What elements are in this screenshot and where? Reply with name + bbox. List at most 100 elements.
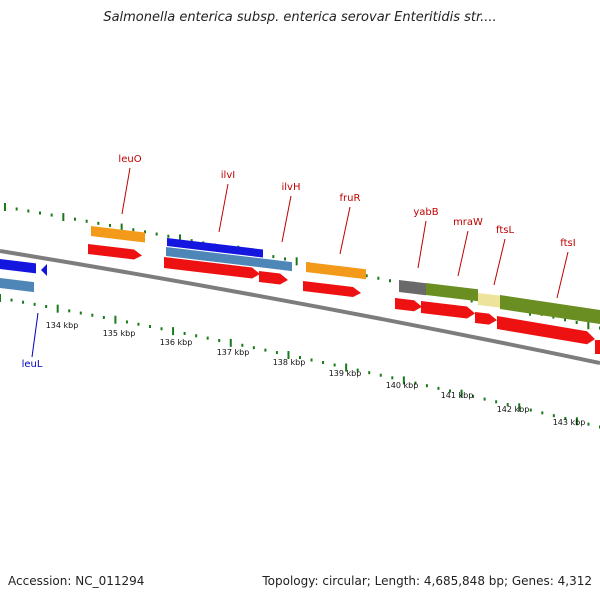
tick-mark <box>137 322 140 326</box>
scale-label: 140 kbp <box>386 381 419 390</box>
tick-mark <box>552 414 555 418</box>
scale-label: 141 kbp <box>441 391 474 400</box>
tick-mark <box>172 327 175 336</box>
tick-mark <box>552 315 555 319</box>
leader-line <box>31 312 39 358</box>
tick-mark <box>284 257 286 261</box>
tick-mark <box>356 368 359 372</box>
scale-label: 138 kbp <box>273 358 306 367</box>
topology-summary: Topology: circular; Length: 4,685,848 bp… <box>262 574 592 588</box>
tick-marks <box>0 203 600 429</box>
tick-mark <box>345 363 348 372</box>
tick-mark <box>132 228 135 232</box>
tick-mark <box>368 371 371 375</box>
cds-arrow <box>395 298 422 312</box>
gene-label-ftsI: ftsI <box>560 238 575 249</box>
tick-mark <box>322 360 325 364</box>
tick-mark <box>125 320 128 324</box>
gene-bar <box>306 262 366 280</box>
scale-label: 143 kbp <box>553 418 586 427</box>
tick-mark <box>0 294 1 302</box>
cds-arrow <box>259 271 288 285</box>
tick-mark <box>27 209 30 213</box>
backbone-track <box>0 249 600 365</box>
tick-mark <box>39 211 41 215</box>
tick-mark <box>587 321 590 330</box>
tick-mark <box>120 223 123 232</box>
tick-mark <box>241 343 244 347</box>
tick-mark <box>85 219 88 223</box>
tick-mark <box>264 348 267 352</box>
scale-labels: 134 kbp 135 kbp 136 kbp 137 kbp 138 kbp 139 k… <box>46 321 586 427</box>
scale-label: 137 kbp <box>217 348 250 357</box>
tick-mark <box>389 279 391 283</box>
tick-mark <box>310 358 313 362</box>
gene-bar <box>167 238 263 258</box>
tick-mark <box>564 318 566 322</box>
tick-mark <box>114 315 117 324</box>
tick-mark <box>68 309 71 313</box>
tick-mark <box>365 274 368 278</box>
tick-mark <box>195 334 198 338</box>
tick-mark <box>179 234 181 243</box>
tick-mark <box>483 397 486 401</box>
gene-label-ilvH: ilvH <box>282 182 301 193</box>
gene-label-leuO: leuO <box>118 154 141 165</box>
leader-line <box>556 251 569 299</box>
label-leaders <box>31 167 569 358</box>
tick-mark <box>102 315 105 319</box>
leader-line <box>121 167 131 215</box>
scale-label: 139 kbp <box>329 369 362 378</box>
tick-mark <box>437 386 440 390</box>
tick-mark <box>295 257 298 266</box>
tick-mark <box>97 221 100 225</box>
gene-bar <box>500 295 600 324</box>
tick-mark <box>50 213 53 217</box>
tick-mark <box>62 213 65 222</box>
tick-mark <box>252 346 255 350</box>
backbone-line <box>0 249 600 365</box>
tick-mark <box>275 351 278 355</box>
tick-mark <box>33 302 36 306</box>
gene-label-yabB: yabB <box>413 207 438 218</box>
tick-mark <box>109 223 111 227</box>
gene-label-leuL: leuL <box>22 359 43 370</box>
scale-label: 142 kbp <box>497 405 530 414</box>
tick-mark <box>79 311 82 315</box>
cds-arrow <box>164 257 260 279</box>
tick-mark <box>229 338 232 347</box>
gene-bar <box>166 247 292 272</box>
tick-mark <box>149 325 151 328</box>
tick-mark <box>414 381 417 385</box>
scale-label: 136 kbp <box>160 338 193 347</box>
scale-label: 135 kbp <box>103 329 136 338</box>
cds-arrow <box>88 244 142 260</box>
gene-label-mraW: mraW <box>453 217 483 228</box>
tick-mark <box>402 376 405 385</box>
tick-mark <box>287 351 290 360</box>
gene-label-ftsL: ftsL <box>496 225 514 236</box>
scale-label: 134 kbp <box>46 321 79 330</box>
tick-mark <box>460 389 463 398</box>
tick-mark <box>333 363 336 367</box>
tick-mark <box>518 403 521 412</box>
leader-line <box>339 206 351 255</box>
tick-mark <box>91 313 94 317</box>
tick-mark <box>587 422 590 426</box>
tick-mark <box>190 239 193 243</box>
tick-mark <box>144 230 146 234</box>
gene-bar <box>478 293 500 308</box>
tick-mark <box>56 304 59 313</box>
tick-mark <box>506 403 509 407</box>
accession-text: Accession: NC_011294 <box>8 574 145 588</box>
cds-arrow <box>303 281 361 297</box>
tick-mark <box>183 331 186 335</box>
tick-mark <box>379 373 382 377</box>
tick-mark <box>74 217 76 221</box>
gene-bar <box>91 226 145 243</box>
leader-line <box>417 220 427 269</box>
tick-mark <box>15 207 18 211</box>
cds-arrow <box>475 312 497 325</box>
